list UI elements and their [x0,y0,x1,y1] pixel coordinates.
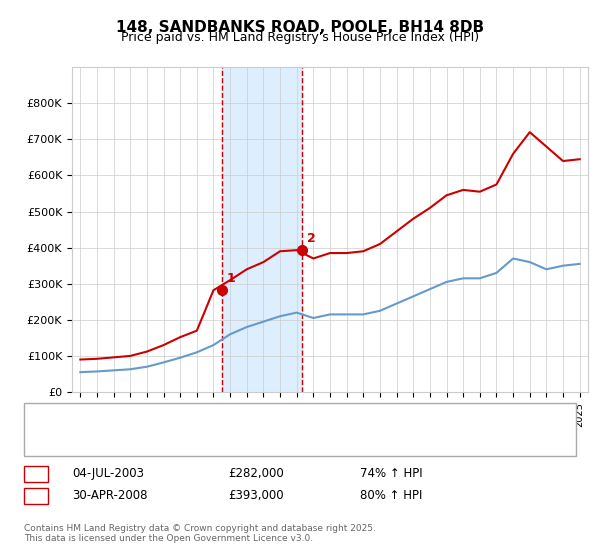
Text: 1: 1 [227,272,236,285]
Text: 30-APR-2008: 30-APR-2008 [72,489,148,502]
Text: 04-JUL-2003: 04-JUL-2003 [72,466,144,480]
Text: £393,000: £393,000 [228,489,284,502]
Text: HPI: Average price, semi-detached house, Bournemouth Christchurch and Poole: HPI: Average price, semi-detached house,… [72,432,489,442]
Text: 80% ↑ HPI: 80% ↑ HPI [360,489,422,502]
Text: 2: 2 [307,232,316,245]
Text: 148, SANDBANKS ROAD, POOLE, BH14 8DB (semi-detached house): 148, SANDBANKS ROAD, POOLE, BH14 8DB (se… [72,412,422,422]
Bar [222,67,302,392]
Text: 74% ↑ HPI: 74% ↑ HPI [360,466,422,480]
Text: 2: 2 [32,489,40,502]
Text: £282,000: £282,000 [228,466,284,480]
Text: 1: 1 [32,466,40,480]
Text: Price paid vs. HM Land Registry's House Price Index (HPI): Price paid vs. HM Land Registry's House … [121,31,479,44]
Text: 148, SANDBANKS ROAD, POOLE, BH14 8DB: 148, SANDBANKS ROAD, POOLE, BH14 8DB [116,20,484,35]
Text: Contains HM Land Registry data © Crown copyright and database right 2025.
This d: Contains HM Land Registry data © Crown c… [24,524,376,543]
